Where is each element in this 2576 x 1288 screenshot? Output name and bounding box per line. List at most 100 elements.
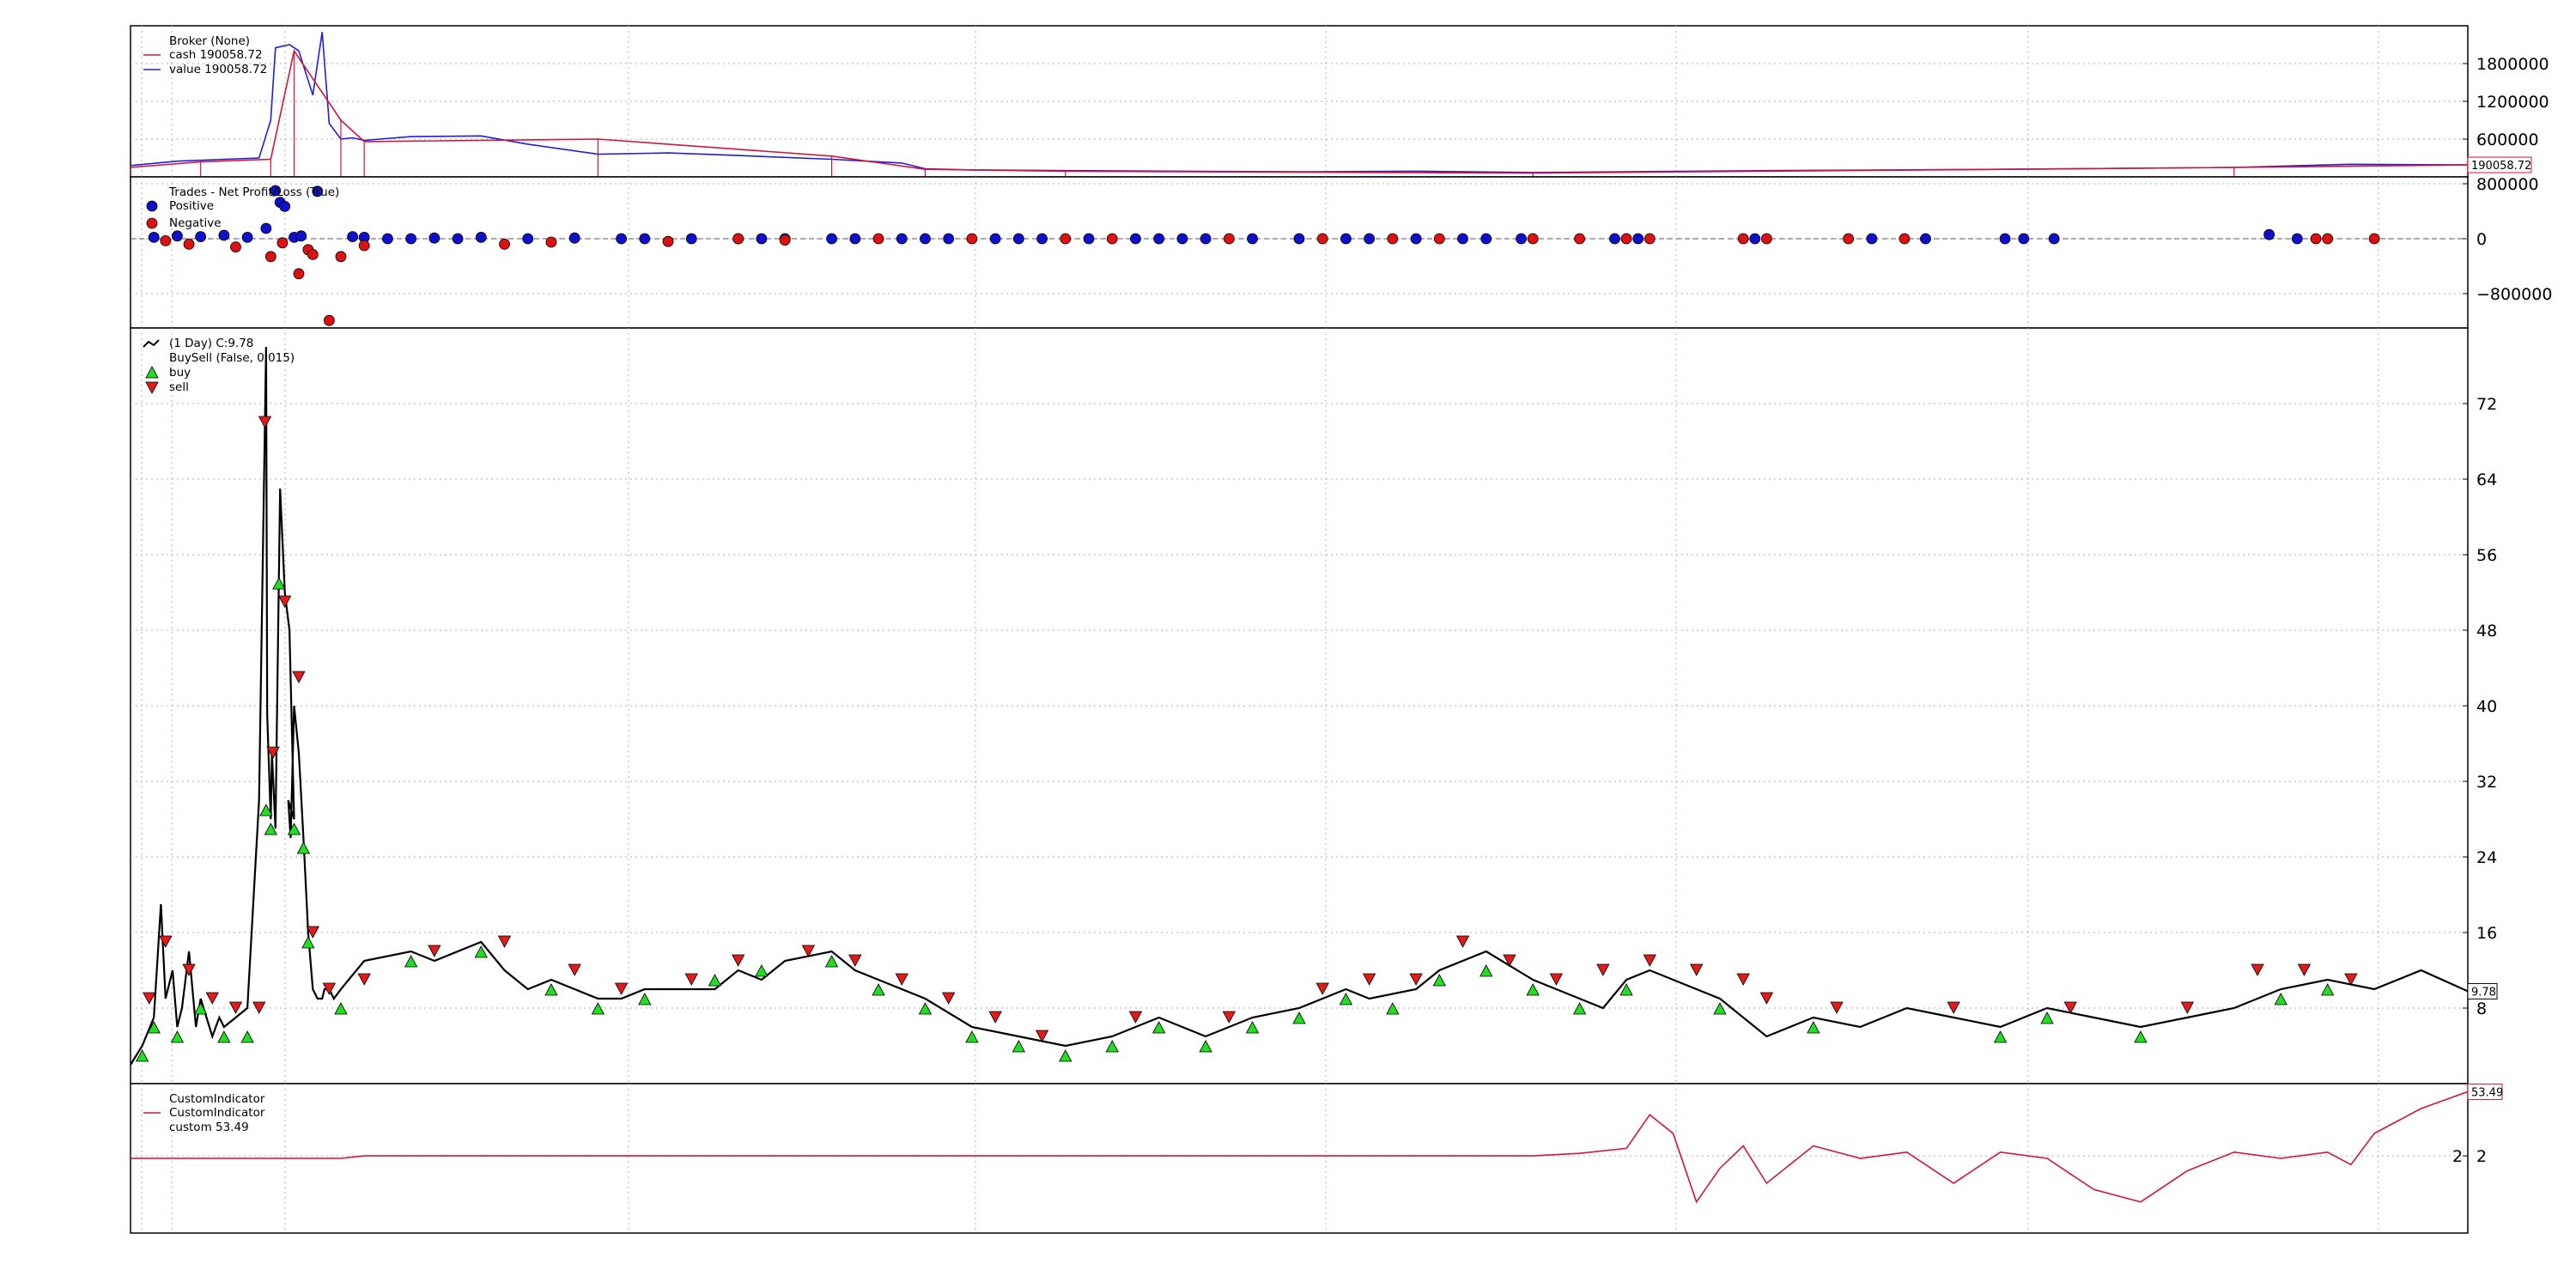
negative-trade-point: [662, 235, 674, 247]
custom-last-value-box: [2467, 1083, 2503, 1100]
sell-marker: [1759, 992, 1774, 1005]
buy-marker: [918, 1002, 933, 1015]
price-ytick-label: 24: [2476, 848, 2497, 867]
broker-plot-area: [131, 32, 2468, 177]
negative-trade-point: [307, 248, 319, 260]
negative-trade-point: [2310, 233, 2322, 245]
positive-trade-point: [1609, 233, 1620, 245]
buy-marker: [147, 1021, 161, 1034]
trades-legend: Trades - Net Profit/Loss (True)Positive N…: [146, 185, 339, 230]
broker-legend-label: value 190058.72: [169, 63, 267, 76]
buy-marker: [872, 983, 885, 996]
cash-series-line: [131, 49, 2468, 174]
buy-marker: [1199, 1040, 1212, 1053]
sell-marker: [2297, 963, 2312, 976]
buy-marker: [334, 1002, 348, 1015]
buy-marker: [755, 964, 769, 977]
positive-trade-point: [405, 233, 417, 245]
sell-marker: [428, 945, 441, 957]
buy-marker: [1479, 964, 1493, 977]
sell-marker: [252, 1001, 266, 1014]
trades-ytick-label: −800000: [2476, 285, 2552, 304]
positive-trade-point: [1293, 233, 1305, 245]
buy-marker: [240, 1030, 254, 1043]
positive-trade-point: [1749, 233, 1761, 245]
positive-trade-point: [1130, 233, 1141, 245]
sell-marker: [228, 1001, 243, 1014]
negative-trade-point: [1060, 233, 1072, 245]
buy-marker: [1012, 1040, 1026, 1053]
negative-trade-point: [264, 251, 276, 263]
sell-marker: [1830, 1001, 1844, 1014]
buy-marker: [135, 1049, 149, 1062]
positive-trade-point: [2291, 233, 2303, 245]
sell-marker: [1362, 973, 1376, 986]
negative-trade-point: [1899, 233, 1911, 245]
positive-trade-point: [826, 233, 837, 245]
price-plot-area: [131, 346, 2468, 1066]
buy-marker: [170, 1030, 185, 1043]
negative-trade-point: [779, 234, 791, 246]
buy-legend-icon: [145, 366, 159, 379]
positive-trade-point: [920, 233, 931, 245]
positive-trade-point: [756, 233, 768, 245]
trades-legend-dot-icon: [146, 200, 158, 212]
sell-marker: [848, 954, 862, 967]
positive-trade-point: [568, 232, 580, 244]
negative-trade-point: [1387, 233, 1399, 245]
price-ytick-label: 8: [2476, 999, 2487, 1018]
sell-marker: [1549, 973, 1564, 986]
negative-trade-point: [966, 233, 978, 245]
trades-legend-label: Negative: [169, 216, 222, 230]
sell-marker: [1947, 1001, 1960, 1014]
positive-trade-point: [475, 231, 487, 243]
buy-marker: [1619, 983, 1633, 996]
sell-marker: [614, 982, 629, 995]
trades-legend-dot-icon: [146, 217, 158, 229]
sell-marker: [1222, 1011, 1236, 1024]
positive-trade-point: [1866, 233, 1878, 245]
buy-marker: [1152, 1021, 1166, 1034]
custom-series-line: [131, 1091, 2468, 1204]
custom-plot-area: [131, 1091, 2468, 1204]
sell-marker: [1455, 935, 1470, 948]
trades-ytick-label: 800000: [2476, 175, 2539, 194]
sell-marker: [143, 992, 156, 1005]
negative-trade-point: [872, 233, 884, 245]
price-ytick-label: 16: [2476, 924, 2497, 943]
buy-marker: [1292, 1012, 1306, 1024]
buy-marker: [1105, 1040, 1119, 1053]
value-series-line: [131, 32, 2468, 173]
positive-trade-point: [1410, 233, 1422, 245]
sell-marker: [942, 992, 956, 1005]
negative-trade-point: [276, 237, 289, 249]
negative-trade-point: [1737, 233, 1749, 245]
positive-trade-point: [312, 185, 324, 197]
negative-trade-point: [1620, 233, 1632, 245]
buy-marker: [1713, 1002, 1727, 1015]
buy-marker: [1993, 1030, 2008, 1043]
sell-marker: [357, 973, 371, 986]
positive-trade-point: [1632, 233, 1644, 245]
buy-marker: [591, 1002, 605, 1015]
custom-ytick-label: 2: [2476, 1147, 2487, 1166]
sell-marker: [1643, 954, 1656, 967]
sell-marker: [1503, 954, 1516, 967]
broker-panel: 600000 1200000 1800000 190058.72 Broker (Non…: [130, 25, 2549, 178]
sell-marker: [1035, 1030, 1049, 1042]
price-ytick-label: 32: [2476, 773, 2497, 792]
sell-marker: [159, 935, 173, 948]
custom-axes-frame: [130, 1083, 2469, 1234]
buy-marker: [287, 823, 301, 835]
positive-trade-point: [685, 233, 697, 245]
buy-marker: [1526, 983, 1540, 996]
price-ytick-label: 48: [2476, 622, 2497, 641]
custom-indicator-panel: 2253.49CustomIndicatorCustomIndicatorcus…: [130, 1083, 2503, 1234]
sell-marker: [306, 926, 319, 939]
sell-marker: [277, 595, 292, 608]
buy-marker: [1339, 993, 1353, 1005]
positive-trade-point: [2048, 233, 2060, 245]
